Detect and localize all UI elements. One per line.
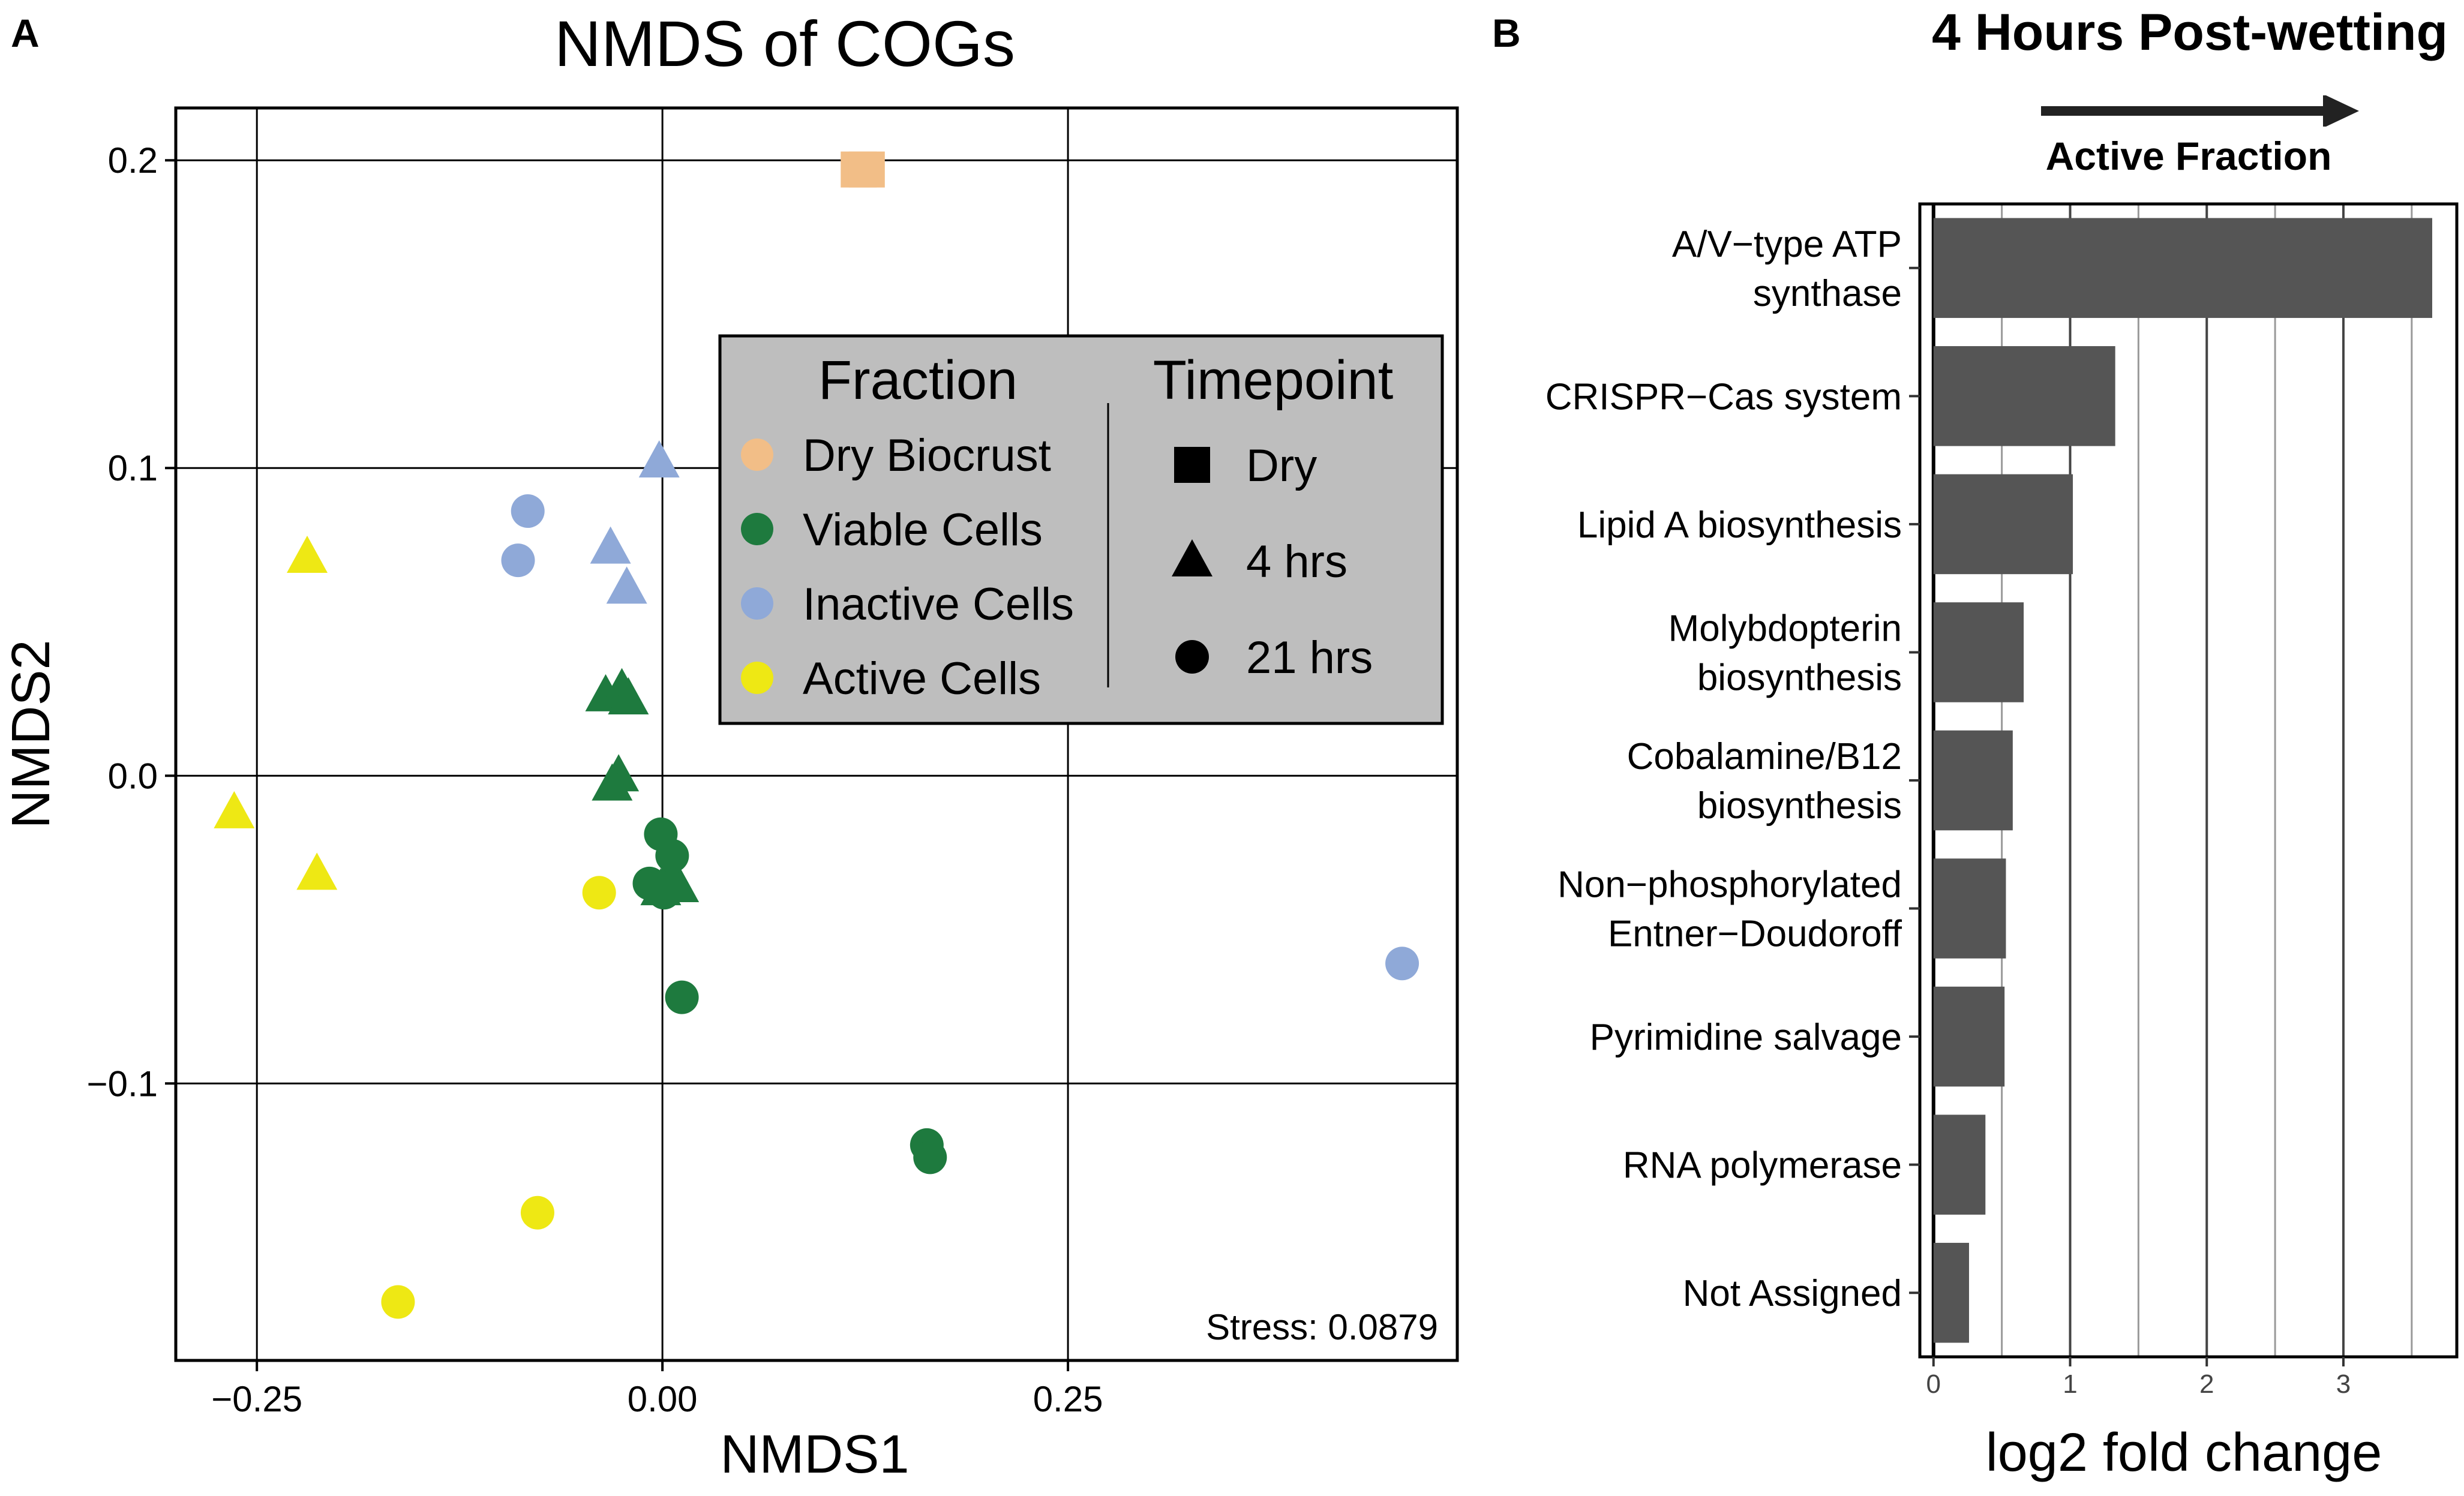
scatter-point <box>590 526 631 564</box>
category-label: Non−phosphorylated <box>1557 864 1902 906</box>
bar <box>1933 602 2024 702</box>
scatter-point <box>296 852 338 890</box>
bar-category-labels: A/V−type ATP synthase CRISPR−Cas system Lip… <box>1545 224 1920 1314</box>
category-label: biosynthesis <box>1697 657 1902 698</box>
legend-box <box>718 334 1444 725</box>
legend-timepoint-symbol <box>1172 539 1213 576</box>
legend: Fraction Timepoint Dry Biocrust Viable Ce… <box>718 334 1444 725</box>
category-label: Pyrimidine salvage <box>1590 1017 1902 1058</box>
scatter-point <box>582 876 616 910</box>
bar <box>1933 474 2073 575</box>
legend-fraction-label: Viable Cells <box>803 504 1043 555</box>
legend-timepoint-symbol <box>1175 640 1209 674</box>
panel-a-label: A <box>11 11 40 55</box>
legend-timepoint-title: Timepoint <box>1153 350 1394 411</box>
panel-a-title: NMDS of COGs <box>554 7 1015 80</box>
stress-label: Stress: 0.0879 <box>1206 1307 1438 1347</box>
legend-fraction-label: Dry Biocrust <box>803 430 1051 481</box>
bar <box>1933 1242 1969 1343</box>
legend-fraction-label: Inactive Cells <box>803 579 1074 630</box>
legend-fraction-items: Dry Biocrust Viable Cells Inactive Cells Ac… <box>741 430 1074 704</box>
direction-arrow <box>2041 95 2359 127</box>
category-label: Molybdopterin <box>1668 608 1902 649</box>
legend-timepoint-label: 21 hrs <box>1246 632 1373 683</box>
category-label: Cobalamine/B12 <box>1627 736 1902 777</box>
legend-fraction-swatch <box>741 587 773 620</box>
scatter-point <box>848 151 885 188</box>
y-tick-label: 0.2 <box>108 140 158 181</box>
scatter-point <box>520 1195 554 1230</box>
bar <box>1933 858 2006 959</box>
scatter-point <box>511 494 545 528</box>
category-label: CRISPR−Cas system <box>1545 376 1902 417</box>
scatter-points <box>214 151 1419 1319</box>
legend-timepoint-label: Dry <box>1246 440 1317 491</box>
y-axis-label: NMDS2 <box>1 639 61 828</box>
bar <box>1933 1115 1986 1215</box>
legend-fraction-swatch <box>741 438 773 471</box>
legend-fraction-label: Active Cells <box>803 653 1041 704</box>
category-label: RNA polymerase <box>1623 1145 1902 1186</box>
bar <box>1933 218 2433 319</box>
category-label: A/V−type ATP <box>1672 224 1902 265</box>
bar <box>1933 346 2115 446</box>
arrow-head-icon <box>2323 95 2359 127</box>
panel-b-label: B <box>1492 11 1521 55</box>
scatter-axis-ticks: −0.25 0.00 0.25 −0.1 0.0 0.1 0.2 <box>87 140 1103 1419</box>
bar <box>1933 730 2013 831</box>
x-tick-label: 0.25 <box>1033 1379 1103 1419</box>
x-axis-label: NMDS1 <box>720 1425 909 1485</box>
y-tick-label: 0.1 <box>108 448 158 488</box>
scatter-point <box>913 1140 947 1174</box>
legend-fraction-swatch <box>741 513 773 545</box>
category-label: biosynthesis <box>1697 785 1902 827</box>
legend-timepoint-items: Dry 4 hrs 21 hrs <box>1172 440 1373 683</box>
y-tick-label: 0.0 <box>108 756 158 796</box>
scatter-point <box>665 980 699 1014</box>
category-label: synthase <box>1753 273 1902 314</box>
legend-timepoint-symbol <box>1174 447 1210 483</box>
scatter-point <box>592 763 633 801</box>
legend-timepoint-label: 4 hrs <box>1246 536 1347 587</box>
scatter-gridlines <box>176 108 1457 1360</box>
x-tick-label: 2 <box>2199 1369 2214 1399</box>
scatter-point <box>381 1285 415 1319</box>
scatter-point <box>501 543 535 578</box>
scatter-plot-border <box>174 106 1459 1362</box>
x-tick-label: 1 <box>2063 1369 2077 1399</box>
x-tick-label: −0.25 <box>211 1379 302 1419</box>
x-tick-label: 3 <box>2336 1369 2351 1399</box>
scatter-point <box>1385 947 1419 981</box>
bars <box>1933 218 2433 1343</box>
x-tick-label: 0 <box>1926 1369 1941 1399</box>
y-tick-label: −0.1 <box>87 1064 158 1104</box>
panel-b-title: 4 Hours Post-wetting <box>1932 4 2448 61</box>
x-tick-label: 0.00 <box>628 1379 698 1419</box>
legend-fraction-swatch <box>741 662 773 694</box>
bar <box>1933 986 2005 1087</box>
category-label: Lipid A biosynthesis <box>1577 504 1902 546</box>
scatter-point <box>606 566 647 604</box>
scatter-point <box>638 440 680 477</box>
scatter-point <box>608 677 649 715</box>
category-label: Not Assigned <box>1683 1273 1902 1314</box>
scatter-point <box>214 791 255 828</box>
scatter-point <box>647 876 681 910</box>
bar-x-axis-label: log2 fold change <box>1986 1423 2382 1483</box>
category-label: Entner−Doudoroff <box>1608 914 1902 955</box>
scatter-point <box>287 536 328 573</box>
legend-fraction-title: Fraction <box>818 350 1018 411</box>
scatter-point <box>655 839 689 873</box>
direction-label: Active Fraction <box>2046 134 2332 178</box>
bar-axis-ticks: 0 1 2 3 <box>1926 1357 2351 1399</box>
